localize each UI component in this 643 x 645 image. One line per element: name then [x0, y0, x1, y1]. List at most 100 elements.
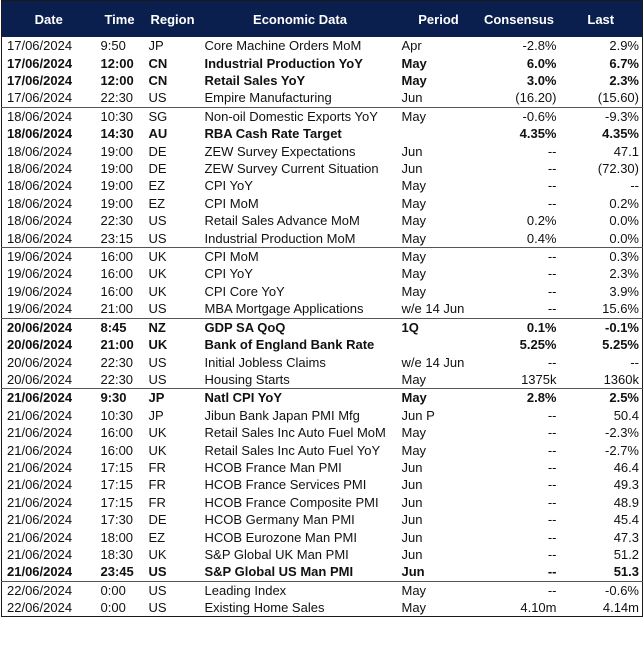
table-cell: ZEW Survey Expectations	[204, 143, 356, 159]
table-cell: 12:00	[100, 73, 134, 89]
table-cell: 0.3%	[559, 246, 643, 266]
table-cell: May	[401, 283, 427, 299]
table-cell: Existing Home Sales	[204, 600, 325, 616]
table-cell: 21/06/2024	[7, 512, 73, 528]
table-row: 18/06/2024 19:00 EZ CPI MoM May -- 0.2%	[2, 195, 643, 212]
table-cell: 47.1	[613, 143, 639, 159]
table-cell: NZ	[143, 317, 202, 336]
table-cell: US	[148, 301, 167, 317]
table-cell: Jun P	[401, 407, 435, 423]
table-cell: Retail Sales Advance MoM	[204, 213, 360, 229]
table-cell: 18/06/2024	[7, 195, 73, 211]
table-cell: 1Q	[398, 317, 479, 336]
table-cell: 47.3	[613, 529, 639, 545]
table-cell: May	[401, 371, 427, 387]
table-cell: US	[148, 213, 167, 229]
table-cell: 2.3%	[609, 266, 639, 282]
table-row: 21/06/2024 17:15 FR HCOB France Man PMI Jun -…	[2, 459, 643, 476]
table-row: 19/06/2024 16:00 UK CPI Core YoY May -- 3.9%	[2, 283, 643, 300]
table-cell: --	[547, 143, 557, 159]
table-cell: 21/06/2024	[7, 407, 73, 423]
table-row: 19/06/2024 21:00 US MBA Mortgage Applicatio…	[2, 300, 643, 318]
column-header: Time	[95, 0, 144, 37]
table-cell: -0.6%	[478, 106, 560, 126]
table-cell: 2.8%	[478, 388, 560, 407]
table-cell: --	[547, 407, 557, 423]
table-cell: May	[401, 425, 427, 441]
table-cell: 19/06/2024	[7, 266, 73, 282]
table-cell: HCOB Eurozone Man PMI	[204, 529, 357, 545]
table-row: 19/06/2024 16:00 UK CPI YoY May -- 2.3%	[2, 265, 643, 282]
table-cell: 51.3	[613, 564, 639, 580]
table-cell: 9:30	[95, 388, 144, 407]
column-header: Last	[559, 0, 643, 37]
table-cell: 21/06/2024	[1, 388, 96, 407]
table-cell: May	[401, 213, 427, 229]
table-row: 21/06/2024 23:45 US S&P Global US Man PMI Ju…	[2, 563, 643, 581]
table-cell: DE	[148, 161, 167, 177]
table-cell: (16.20)	[515, 90, 557, 106]
table-cell: S&P Global US Man PMI	[204, 564, 354, 580]
table-cell: 18/06/2024	[7, 213, 73, 229]
table-cell: 0.2%	[609, 195, 639, 211]
table-cell: Retail Sales YoY	[204, 73, 306, 89]
table-cell: --	[547, 477, 557, 493]
table-cell: 15.6%	[602, 301, 639, 317]
table-row: 17/06/2024 12:00 CN Industrial Production Y…	[2, 54, 643, 71]
table-cell: Retail Sales Inc Auto Fuel YoY	[204, 442, 381, 458]
table-cell: 19:00	[100, 161, 134, 177]
table-cell: ZEW Survey Current Situation	[204, 161, 379, 177]
table-cell: 19/06/2024	[7, 301, 73, 317]
table-cell: 45.4	[613, 512, 639, 528]
table-cell: 51.2	[613, 546, 639, 562]
table-cell: 1360k	[603, 371, 639, 387]
table-row: 21/06/2024 17:15 FR HCOB France Services PM…	[2, 476, 643, 493]
table-row: 22/06/2024 0:00 US Existing Home Sales May 4.…	[2, 599, 643, 617]
table-cell: --	[547, 301, 557, 317]
header-row: Date Time Region Economic Data Period Consens…	[1, 0, 643, 37]
table-cell: 4.14m	[602, 600, 639, 616]
table-cell: May	[398, 388, 479, 407]
table-cell: 10:30	[100, 407, 134, 423]
table-row: 21/06/2024 10:30 JP Jibun Bank Japan PMI Mf…	[2, 407, 643, 424]
table-row: 18/06/2024 14:30 AU RBA Cash Rate Target 4.3…	[2, 125, 643, 142]
table-cell: 21/06/2024	[7, 459, 73, 475]
table-cell: 19/06/2024	[1, 246, 96, 266]
table-cell: Jun	[401, 564, 425, 580]
table-row: 21/06/2024 18:00 EZ HCOB Eurozone Man PMI Ju…	[2, 528, 643, 545]
table-cell: 17/06/2024	[7, 90, 73, 106]
table-cell: CPI Core YoY	[204, 283, 285, 299]
table-cell: May	[401, 600, 427, 616]
table-cell: --	[630, 354, 639, 370]
table-cell: 3.0%	[526, 73, 557, 89]
table-cell: CPI YoY	[204, 178, 253, 194]
table-cell: EZ	[148, 529, 166, 545]
table-cell: CN	[148, 73, 168, 89]
table-cell: -0.1%	[559, 317, 643, 336]
column-header: Period	[398, 0, 479, 37]
table-cell: US	[148, 564, 167, 580]
table-cell: Jun	[401, 546, 423, 562]
table-cell: May	[401, 442, 427, 458]
table-row: 17/06/2024 22:30 US Empire Manufacturing Jun…	[2, 89, 643, 107]
table-cell: 49.3	[613, 477, 639, 493]
table-cell: 19:00	[100, 143, 134, 159]
table-cell: 8:45	[95, 317, 144, 336]
table-cell: DE	[148, 143, 167, 159]
table-cell: Retail Sales Inc Auto Fuel MoM	[204, 425, 386, 441]
table-cell: CPI MoM	[201, 246, 399, 266]
table-cell	[399, 125, 479, 142]
table-row: 21/06/2024 9:30 JP Natl CPI YoY May 2.8% 2.5%	[1, 388, 643, 407]
table-cell: Industrial Production MoM	[204, 230, 356, 246]
table-cell: Bank of England Bank Rate	[204, 337, 375, 353]
table-cell: 46.4	[613, 459, 639, 475]
table-cell: GDP SA QoQ	[201, 317, 399, 336]
table-body: 17/06/2024 9:50 JP Core Machine Orders MoM A…	[1, 37, 643, 617]
table-cell: HCOB Germany Man PMI	[204, 512, 355, 528]
table-cell: Housing Starts	[204, 371, 290, 387]
table-row: 18/06/2024 23:15 US Industrial Production M…	[2, 229, 643, 247]
table-cell: JP	[148, 38, 164, 54]
table-cell: AU	[148, 126, 168, 142]
table-row: 18/06/2024 19:00 EZ CPI YoY May -- --	[2, 177, 643, 194]
